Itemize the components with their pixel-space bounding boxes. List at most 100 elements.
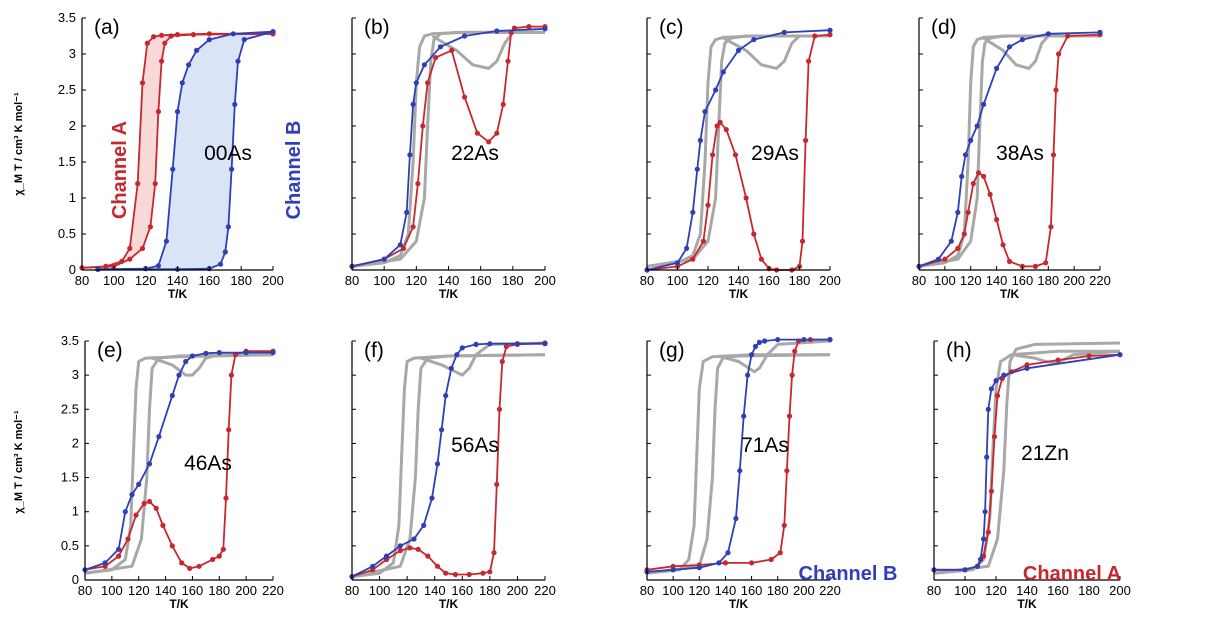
- data-point: [474, 130, 480, 136]
- x-tick-label: 180: [1078, 583, 1100, 598]
- data-point: [982, 509, 988, 515]
- data-point: [141, 500, 147, 507]
- data-point: [725, 550, 731, 556]
- data-point: [494, 130, 500, 136]
- x-tick-label: 120: [697, 273, 719, 288]
- sample-annotation: 29As: [751, 142, 799, 165]
- x-tick-label: 100: [662, 583, 684, 598]
- x-tick-label: 80: [345, 273, 359, 288]
- series-line-gray-1: [933, 341, 1121, 575]
- sample-annotation: 00As: [204, 142, 252, 165]
- x-tick-label: 140: [438, 273, 460, 288]
- data-point: [1032, 263, 1038, 269]
- data-point: [381, 256, 387, 262]
- data-point: [690, 209, 696, 215]
- data-point: [174, 109, 181, 115]
- data-point: [1086, 353, 1092, 359]
- data-point: [752, 343, 759, 350]
- data-point: [965, 209, 971, 215]
- series-line-red-3: [646, 33, 831, 271]
- x-tick-label: 140: [424, 583, 446, 598]
- y-tick-label: 2: [72, 435, 79, 450]
- data-point: [243, 350, 249, 356]
- x-tick-label: 120: [985, 583, 1007, 598]
- data-point: [514, 341, 521, 347]
- x-tick-label: 100: [369, 583, 391, 598]
- data-point: [758, 256, 765, 262]
- data-point: [981, 101, 987, 107]
- x-axis-label: T/K: [1017, 597, 1037, 611]
- data-point: [961, 231, 967, 237]
- series-line-gray-1: [646, 34, 830, 268]
- data-point: [176, 372, 182, 378]
- data-point: [827, 31, 833, 38]
- y-axis-label: χ_M T / cm³ K mol⁻¹: [13, 410, 25, 514]
- data-point: [732, 152, 739, 158]
- data-point: [216, 350, 222, 356]
- data-point: [232, 101, 238, 107]
- x-tick-label: 200: [819, 273, 841, 288]
- data-point: [183, 358, 189, 365]
- data-point: [459, 345, 465, 351]
- data-point: [784, 468, 790, 474]
- x-tick-label: 140: [1016, 583, 1038, 598]
- data-point: [970, 181, 976, 187]
- data-point: [425, 80, 431, 86]
- data-point: [1097, 29, 1103, 35]
- data-point: [741, 413, 747, 419]
- data-point: [229, 166, 235, 172]
- data-point: [812, 33, 818, 39]
- data-point: [153, 505, 159, 511]
- data-point: [494, 28, 500, 34]
- x-axis-label: T/K: [729, 597, 749, 611]
- y-tick-label: 1: [69, 190, 76, 205]
- x-tick-label: 120: [405, 273, 427, 288]
- data-point: [994, 65, 1000, 71]
- data-point: [988, 386, 995, 392]
- data-point: [710, 152, 716, 158]
- data-point: [827, 27, 833, 33]
- data-point: [147, 224, 153, 230]
- x-tick-label: 80: [75, 273, 89, 288]
- data-point: [397, 543, 403, 549]
- data-point: [434, 563, 441, 569]
- data-point: [270, 350, 276, 356]
- data-point: [994, 393, 1001, 399]
- data-point: [723, 127, 729, 133]
- data-point: [768, 556, 774, 563]
- data-point: [196, 563, 202, 569]
- x-tick-label: 180: [208, 583, 230, 598]
- data-point: [1048, 224, 1054, 230]
- data-point: [799, 238, 806, 244]
- x-tick-label: 160: [758, 273, 780, 288]
- data-point: [206, 37, 212, 43]
- data-point: [985, 529, 991, 535]
- x-tick-label: 80: [345, 583, 359, 598]
- data-point: [169, 393, 175, 399]
- series-line-gray-2: [151, 351, 274, 377]
- data-point: [792, 348, 798, 354]
- data-point: [974, 123, 980, 129]
- data-point: [136, 481, 142, 487]
- x-tick-label: 180: [479, 583, 501, 598]
- data-point: [1055, 357, 1061, 363]
- x-tick-label: 200: [534, 273, 556, 288]
- channel-label: Channel A: [109, 121, 131, 219]
- data-point: [102, 560, 108, 566]
- data-point: [179, 80, 185, 86]
- data-point: [1006, 258, 1013, 264]
- data-point: [433, 55, 439, 61]
- data-point: [439, 427, 445, 433]
- data-point: [410, 224, 416, 230]
- x-tick-label: 80: [927, 583, 941, 598]
- data-point: [974, 563, 981, 569]
- panel-c: 80 100 120 140 160 180 200 T/K (c) 29As: [640, 16, 841, 301]
- data-point: [421, 62, 427, 68]
- data-point: [151, 34, 157, 40]
- x-axis-label: T/K: [729, 287, 749, 301]
- data-point: [397, 548, 403, 554]
- data-point: [751, 231, 757, 237]
- data-point: [1045, 31, 1051, 37]
- data-point: [700, 238, 707, 244]
- data-point: [420, 123, 426, 129]
